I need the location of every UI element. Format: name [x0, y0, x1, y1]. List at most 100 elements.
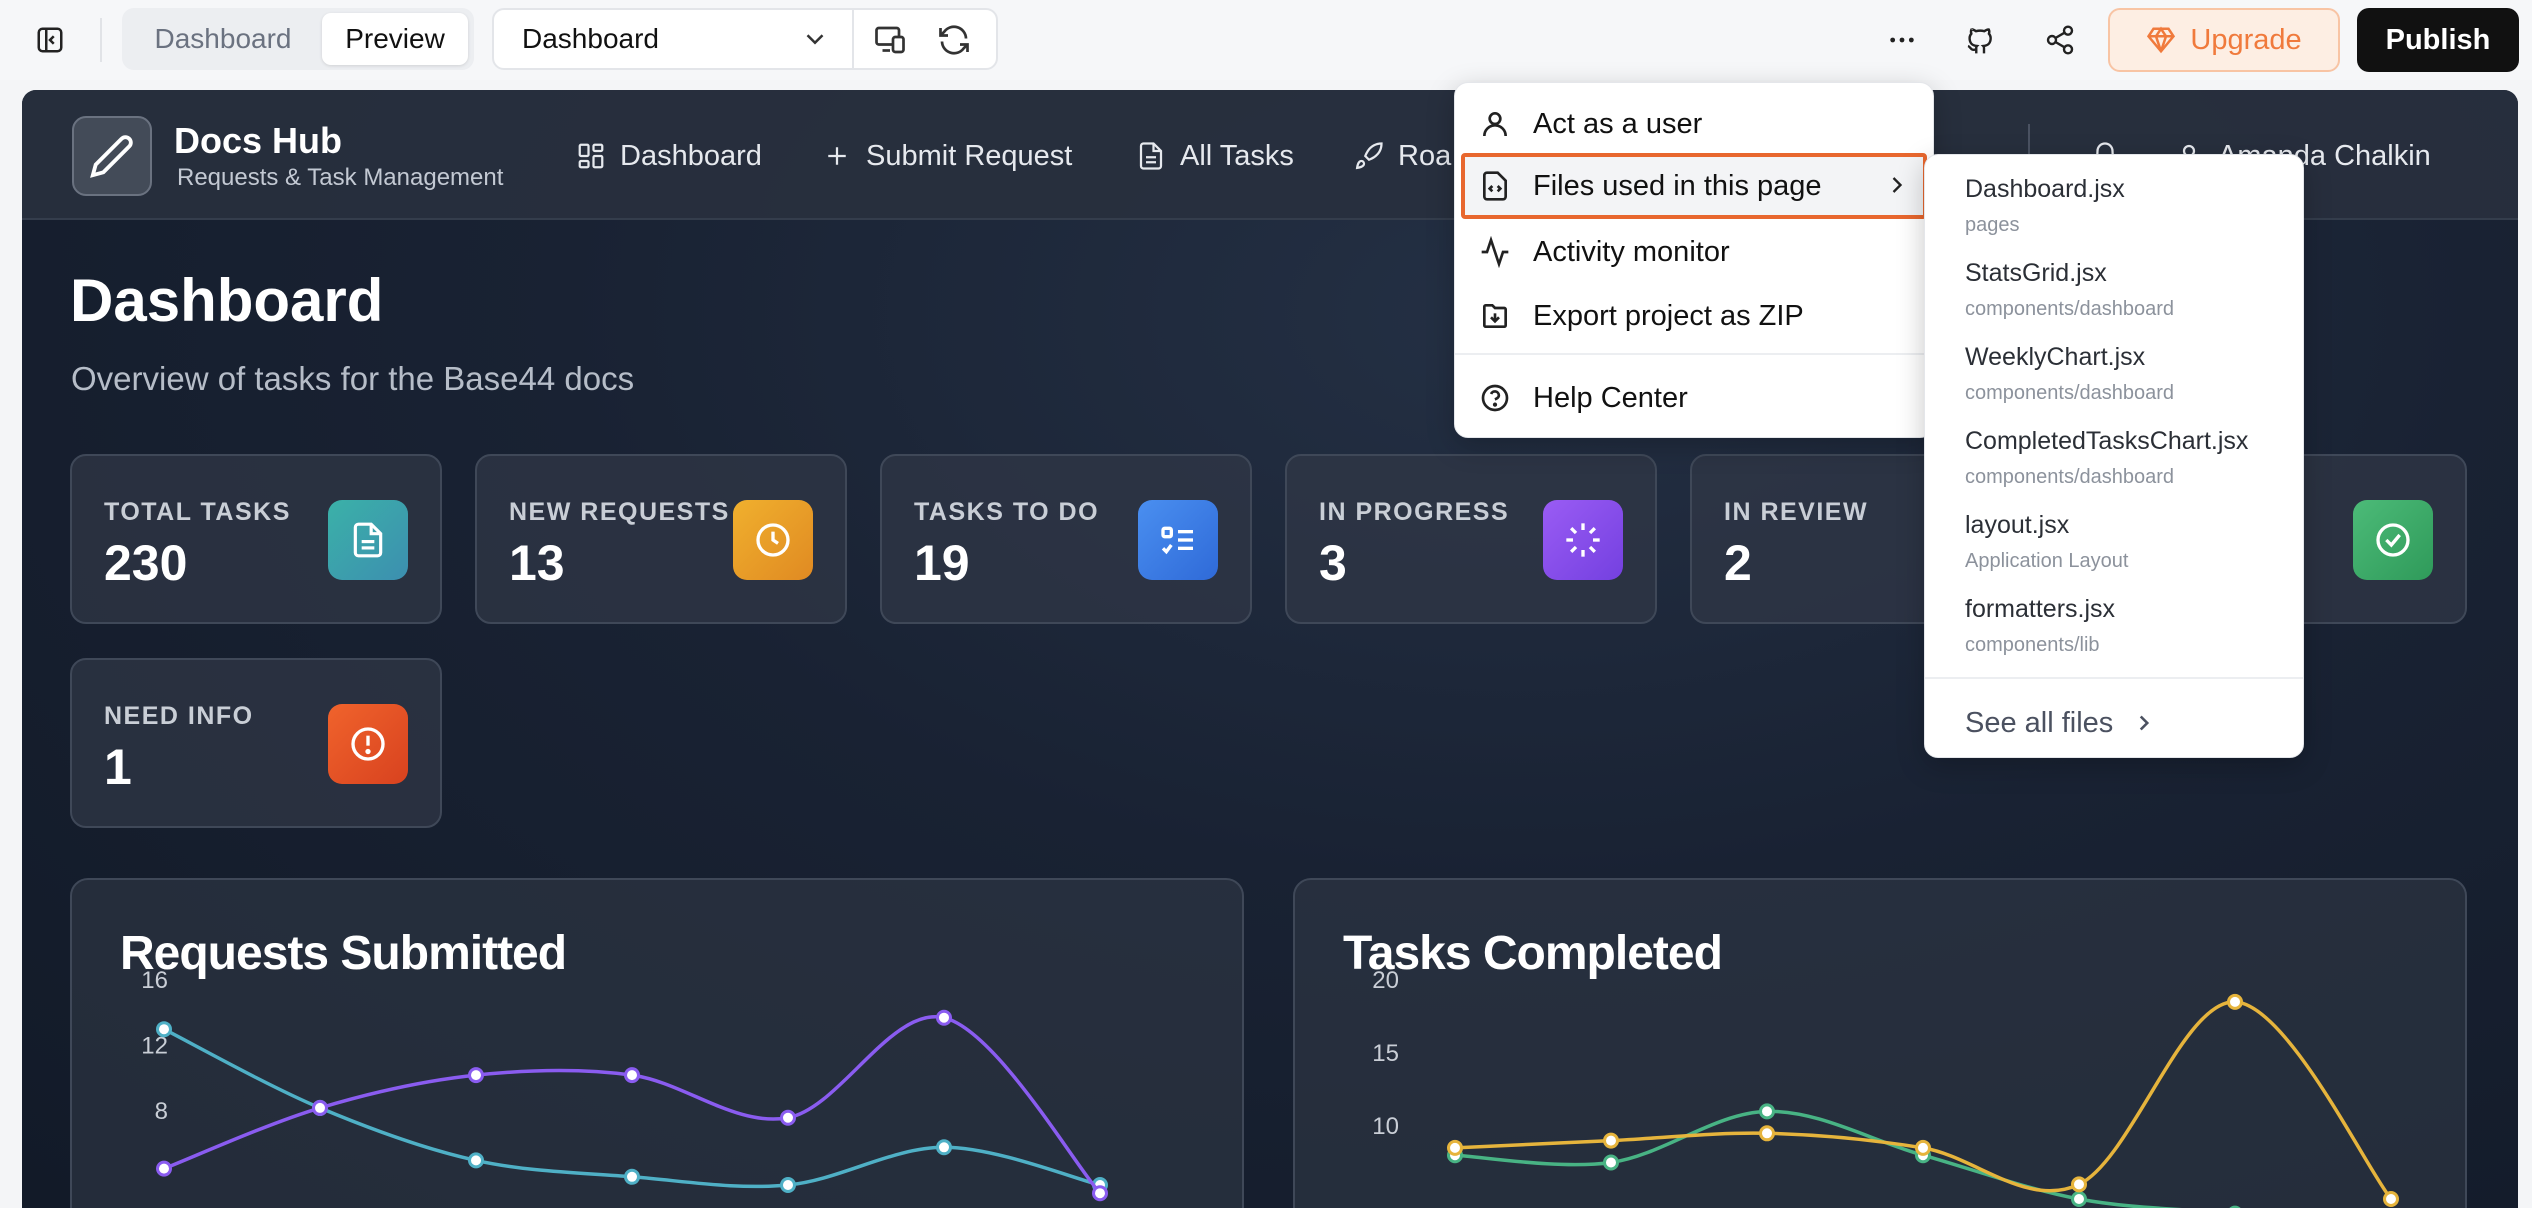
rocket-icon [1355, 142, 1383, 170]
menu-divider [1455, 353, 1933, 355]
refresh-icon[interactable] [936, 22, 972, 58]
menu-item-act-as-user[interactable]: Act as a user [1461, 93, 1927, 155]
y-tick-label: 15 [1372, 1040, 1399, 1067]
stat-label: IN REVIEW [1724, 498, 1869, 526]
data-point[interactable] [624, 1067, 640, 1084]
file-path: components/dashboard [1965, 298, 2175, 320]
tab-dashboard[interactable]: Dashboard [154, 23, 292, 54]
page-title: Dashboard [70, 267, 384, 334]
data-point[interactable] [2383, 1191, 2399, 1207]
clock-icon [733, 500, 813, 580]
file-code-icon [1483, 171, 1507, 201]
stat-card-total-tasks[interactable]: TOTAL TASKS 230 [70, 454, 442, 624]
data-point[interactable] [780, 1177, 796, 1193]
see-all-files-link[interactable]: See all files [1965, 701, 2157, 745]
file-item-weeklychart[interactable]: WeeklyChart.jsx components/dashboard [1965, 343, 2174, 405]
data-point[interactable] [156, 1021, 172, 1038]
list-check-icon [1138, 500, 1218, 580]
check-circle-icon [2353, 500, 2433, 580]
y-tick-label: 10 [1372, 1113, 1399, 1140]
data-point[interactable] [780, 1109, 796, 1126]
data-point[interactable] [1915, 1139, 1931, 1156]
menu-item-label: Files used in this page [1533, 169, 1822, 202]
file-path: components/lib [1965, 634, 2100, 656]
data-point[interactable] [156, 1160, 172, 1177]
document-icon [328, 500, 408, 580]
data-point[interactable] [936, 1139, 952, 1156]
github-icon[interactable] [1958, 18, 2002, 62]
chart-title: Requests Submitted [120, 927, 567, 980]
stat-label: NEW REQUESTS [509, 498, 730, 526]
app-title: Docs Hub [174, 120, 343, 161]
menu-item-label: Activity monitor [1533, 235, 1730, 268]
data-point[interactable] [1447, 1139, 1463, 1156]
data-point[interactable] [2071, 1176, 2087, 1193]
nav-roadmap-label: Roa [1398, 139, 1452, 172]
user-icon [1483, 112, 1507, 137]
document-icon [1139, 142, 1163, 170]
nav-submit-request[interactable]: Submit Request [822, 134, 1072, 178]
data-point[interactable] [936, 1009, 952, 1026]
requests-chart-card: Requests Submitted 8 12 16 [70, 878, 1244, 1208]
page-selector[interactable]: Dashboard [492, 8, 998, 70]
data-point[interactable] [312, 1099, 328, 1116]
file-item-formatters[interactable]: formatters.jsx components/lib [1965, 595, 2115, 657]
data-point[interactable] [1603, 1154, 1619, 1171]
publish-button[interactable]: Publish [2357, 8, 2519, 72]
data-point[interactable] [1092, 1185, 1108, 1202]
data-point[interactable] [1759, 1103, 1775, 1120]
chevron-right-icon [1892, 177, 1903, 193]
stat-value: 2 [1724, 535, 1752, 591]
nav-all-tasks-label: All Tasks [1180, 139, 1294, 172]
nav-dashboard[interactable]: Dashboard [576, 134, 762, 178]
file-path: pages [1965, 214, 2020, 236]
menu-item-help-center[interactable]: Help Center [1461, 367, 1927, 429]
stat-card-in-progress[interactable]: IN PROGRESS 3 [1285, 454, 1657, 624]
y-tick-label: 8 [155, 1098, 168, 1125]
data-point[interactable] [2071, 1191, 2087, 1207]
nav-submit-request-label: Submit Request [866, 139, 1073, 172]
series-line [163, 1014, 1102, 1195]
file-item-dashboard[interactable]: Dashboard.jsx pages [1965, 175, 2125, 237]
upgrade-button[interactable]: Upgrade [2108, 8, 2340, 72]
stat-card-tasks-to-do[interactable]: TASKS TO DO 19 [880, 454, 1252, 624]
data-point[interactable] [624, 1168, 640, 1185]
sidebar-toggle-icon[interactable] [30, 20, 70, 60]
more-icon[interactable] [1880, 18, 1924, 62]
data-point[interactable] [468, 1067, 484, 1084]
data-point[interactable] [2227, 993, 2243, 1010]
file-item-statsgrid[interactable]: StatsGrid.jsx components/dashboard [1965, 259, 2174, 321]
stat-card-need-info[interactable]: NEED INFO 1 [70, 658, 442, 828]
data-point[interactable] [468, 1152, 484, 1169]
series-line [163, 1027, 1101, 1189]
builder-toolbar: Dashboard Preview Dashboard Upgrade Publ… [0, 0, 2532, 80]
series-line [1454, 1000, 2393, 1201]
menu-item-export-zip[interactable]: Export project as ZIP [1461, 285, 1927, 347]
file-item-layout[interactable]: layout.jsx Application Layout [1965, 511, 2128, 573]
data-point[interactable] [1603, 1132, 1619, 1149]
nav-roadmap[interactable]: Roa [1354, 134, 1451, 178]
activity-icon [1481, 236, 1509, 268]
share-icon[interactable] [2038, 18, 2082, 62]
stat-card-new-requests[interactable]: NEW REQUESTS 13 [475, 454, 847, 624]
responsive-preview-icon[interactable] [872, 22, 908, 58]
view-mode-toggle: Dashboard Preview [122, 8, 474, 70]
file-name: Dashboard.jsx [1965, 175, 2125, 203]
tasks-completed-chart: 10 15 20 [1372, 967, 2399, 1208]
alert-circle-icon [328, 704, 408, 784]
nav-all-tasks[interactable]: All Tasks [1136, 134, 1294, 178]
menu-item-activity-monitor[interactable]: Activity monitor [1461, 221, 1927, 283]
y-tick-label: 20 [1372, 967, 1399, 994]
file-path: Application Layout [1965, 550, 2129, 572]
file-name: StatsGrid.jsx [1965, 259, 2107, 287]
file-item-completedtaskschart[interactable]: CompletedTasksChart.jsx components/dashb… [1965, 427, 2248, 489]
menu-item-label: Help Center [1533, 381, 1688, 414]
page-subtitle: Overview of tasks for the Base44 docs [71, 360, 635, 397]
pencil-icon[interactable] [72, 116, 152, 196]
data-point[interactable] [1759, 1125, 1775, 1142]
more-menu: Act as a user Files used in this page Ac… [1454, 82, 1934, 438]
tab-preview[interactable]: Preview [322, 13, 468, 65]
menu-item-files-used[interactable]: Files used in this page [1461, 153, 1927, 219]
nav-dashboard-label: Dashboard [620, 139, 762, 172]
menu-item-label: Export project as ZIP [1533, 299, 1804, 332]
